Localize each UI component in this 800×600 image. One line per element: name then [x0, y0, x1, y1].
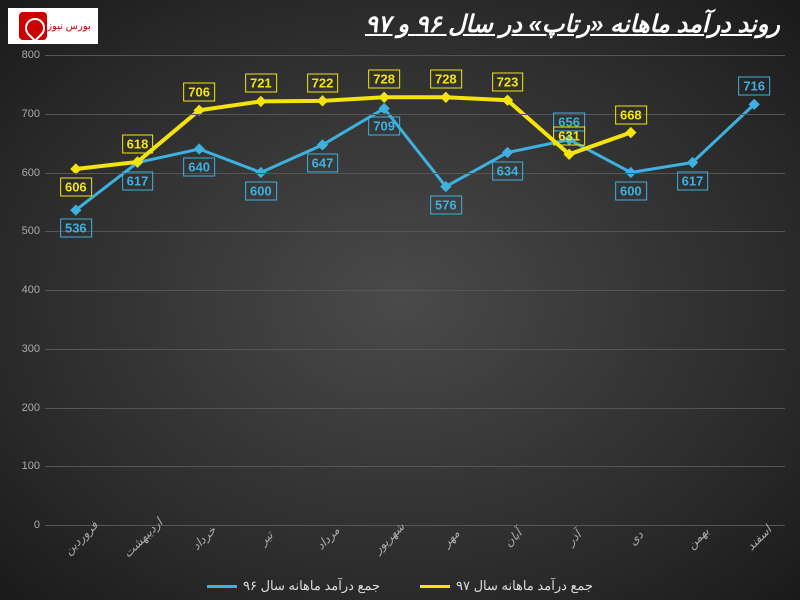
- data-label: 647: [307, 153, 339, 172]
- grid-line: [45, 408, 785, 409]
- x-tick-label: تیر: [256, 528, 276, 548]
- legend: جمع درآمد ماهانه سال ۹۷ جمع درآمد ماهانه…: [0, 578, 800, 594]
- data-label: 617: [677, 171, 709, 190]
- plot-area: 5366176406006477095766346566006177166066…: [45, 55, 785, 525]
- grid-line: [45, 173, 785, 174]
- data-label: 706: [183, 83, 215, 102]
- y-tick-label: 400: [10, 284, 40, 296]
- y-tick-label: 200: [10, 402, 40, 414]
- y-tick-label: 500: [10, 225, 40, 237]
- data-label: 536: [60, 219, 92, 238]
- legend-label-97: جمع درآمد ماهانه سال ۹۷: [456, 578, 593, 594]
- grid-line: [45, 114, 785, 115]
- y-tick-label: 100: [10, 460, 40, 472]
- grid-line: [45, 290, 785, 291]
- data-label: 668: [615, 105, 647, 124]
- data-label: 600: [245, 181, 277, 200]
- x-tick-label: آبان: [501, 526, 524, 549]
- y-tick-label: 300: [10, 343, 40, 355]
- logo-icon: [19, 12, 47, 40]
- data-marker: [317, 95, 328, 106]
- x-tick-label: فروردین: [61, 518, 100, 557]
- data-label: 722: [307, 73, 339, 92]
- data-label: 576: [430, 195, 462, 214]
- y-tick-label: 0: [10, 519, 40, 531]
- y-tick-label: 600: [10, 167, 40, 179]
- data-label: 631: [553, 127, 585, 146]
- chart-area: 0100200300400500600700800 53661764060064…: [45, 55, 785, 525]
- y-axis: 0100200300400500600700800: [10, 55, 40, 525]
- data-marker: [255, 96, 266, 107]
- chart-title: روند درآمد ماهانه «رتاپ» در سال ۹۶ و ۹۷: [110, 10, 780, 39]
- data-label: 728: [368, 70, 400, 89]
- x-tick-label: آذر: [564, 528, 584, 548]
- data-label: 709: [368, 117, 400, 136]
- x-tick-label: اسفند: [744, 523, 775, 554]
- grid-line: [45, 466, 785, 467]
- data-label: 606: [60, 177, 92, 196]
- legend-swatch-97: [420, 585, 450, 588]
- y-tick-label: 700: [10, 108, 40, 120]
- data-marker: [440, 92, 451, 103]
- x-axis: فروردیناردیبهشتخردادتیرمردادشهریورمهرآبا…: [45, 525, 785, 575]
- data-label: 600: [615, 181, 647, 200]
- logo: بورس نیوز: [8, 8, 98, 44]
- y-tick-label: 800: [10, 49, 40, 61]
- logo-text: بورس نیوز: [47, 21, 91, 32]
- x-tick-label: شهریور: [371, 520, 407, 556]
- legend-item-96: جمع درآمد ماهانه سال ۹۶: [207, 578, 380, 594]
- grid-line: [45, 349, 785, 350]
- data-label: 728: [430, 70, 462, 89]
- data-label: 723: [492, 73, 524, 92]
- series-line: [76, 104, 754, 210]
- x-tick-label: خرداد: [189, 523, 219, 553]
- data-label: 617: [122, 171, 154, 190]
- grid-line: [45, 55, 785, 56]
- legend-swatch-96: [207, 585, 237, 588]
- x-tick-label: دی: [626, 528, 646, 548]
- data-marker: [379, 92, 390, 103]
- data-label: 716: [738, 77, 770, 96]
- legend-item-97: جمع درآمد ماهانه سال ۹۷: [420, 578, 593, 594]
- x-tick-label: بهمن: [684, 524, 712, 552]
- data-marker: [194, 143, 205, 154]
- data-label: 634: [492, 161, 524, 180]
- data-label: 618: [122, 134, 154, 153]
- x-tick-label: مهر: [439, 526, 462, 549]
- data-marker: [502, 147, 513, 158]
- x-tick-label: مرداد: [313, 523, 342, 552]
- grid-line: [45, 231, 785, 232]
- data-label: 721: [245, 74, 277, 93]
- data-label: 640: [183, 158, 215, 177]
- data-marker: [625, 127, 636, 138]
- legend-label-96: جمع درآمد ماهانه سال ۹۶: [243, 578, 380, 594]
